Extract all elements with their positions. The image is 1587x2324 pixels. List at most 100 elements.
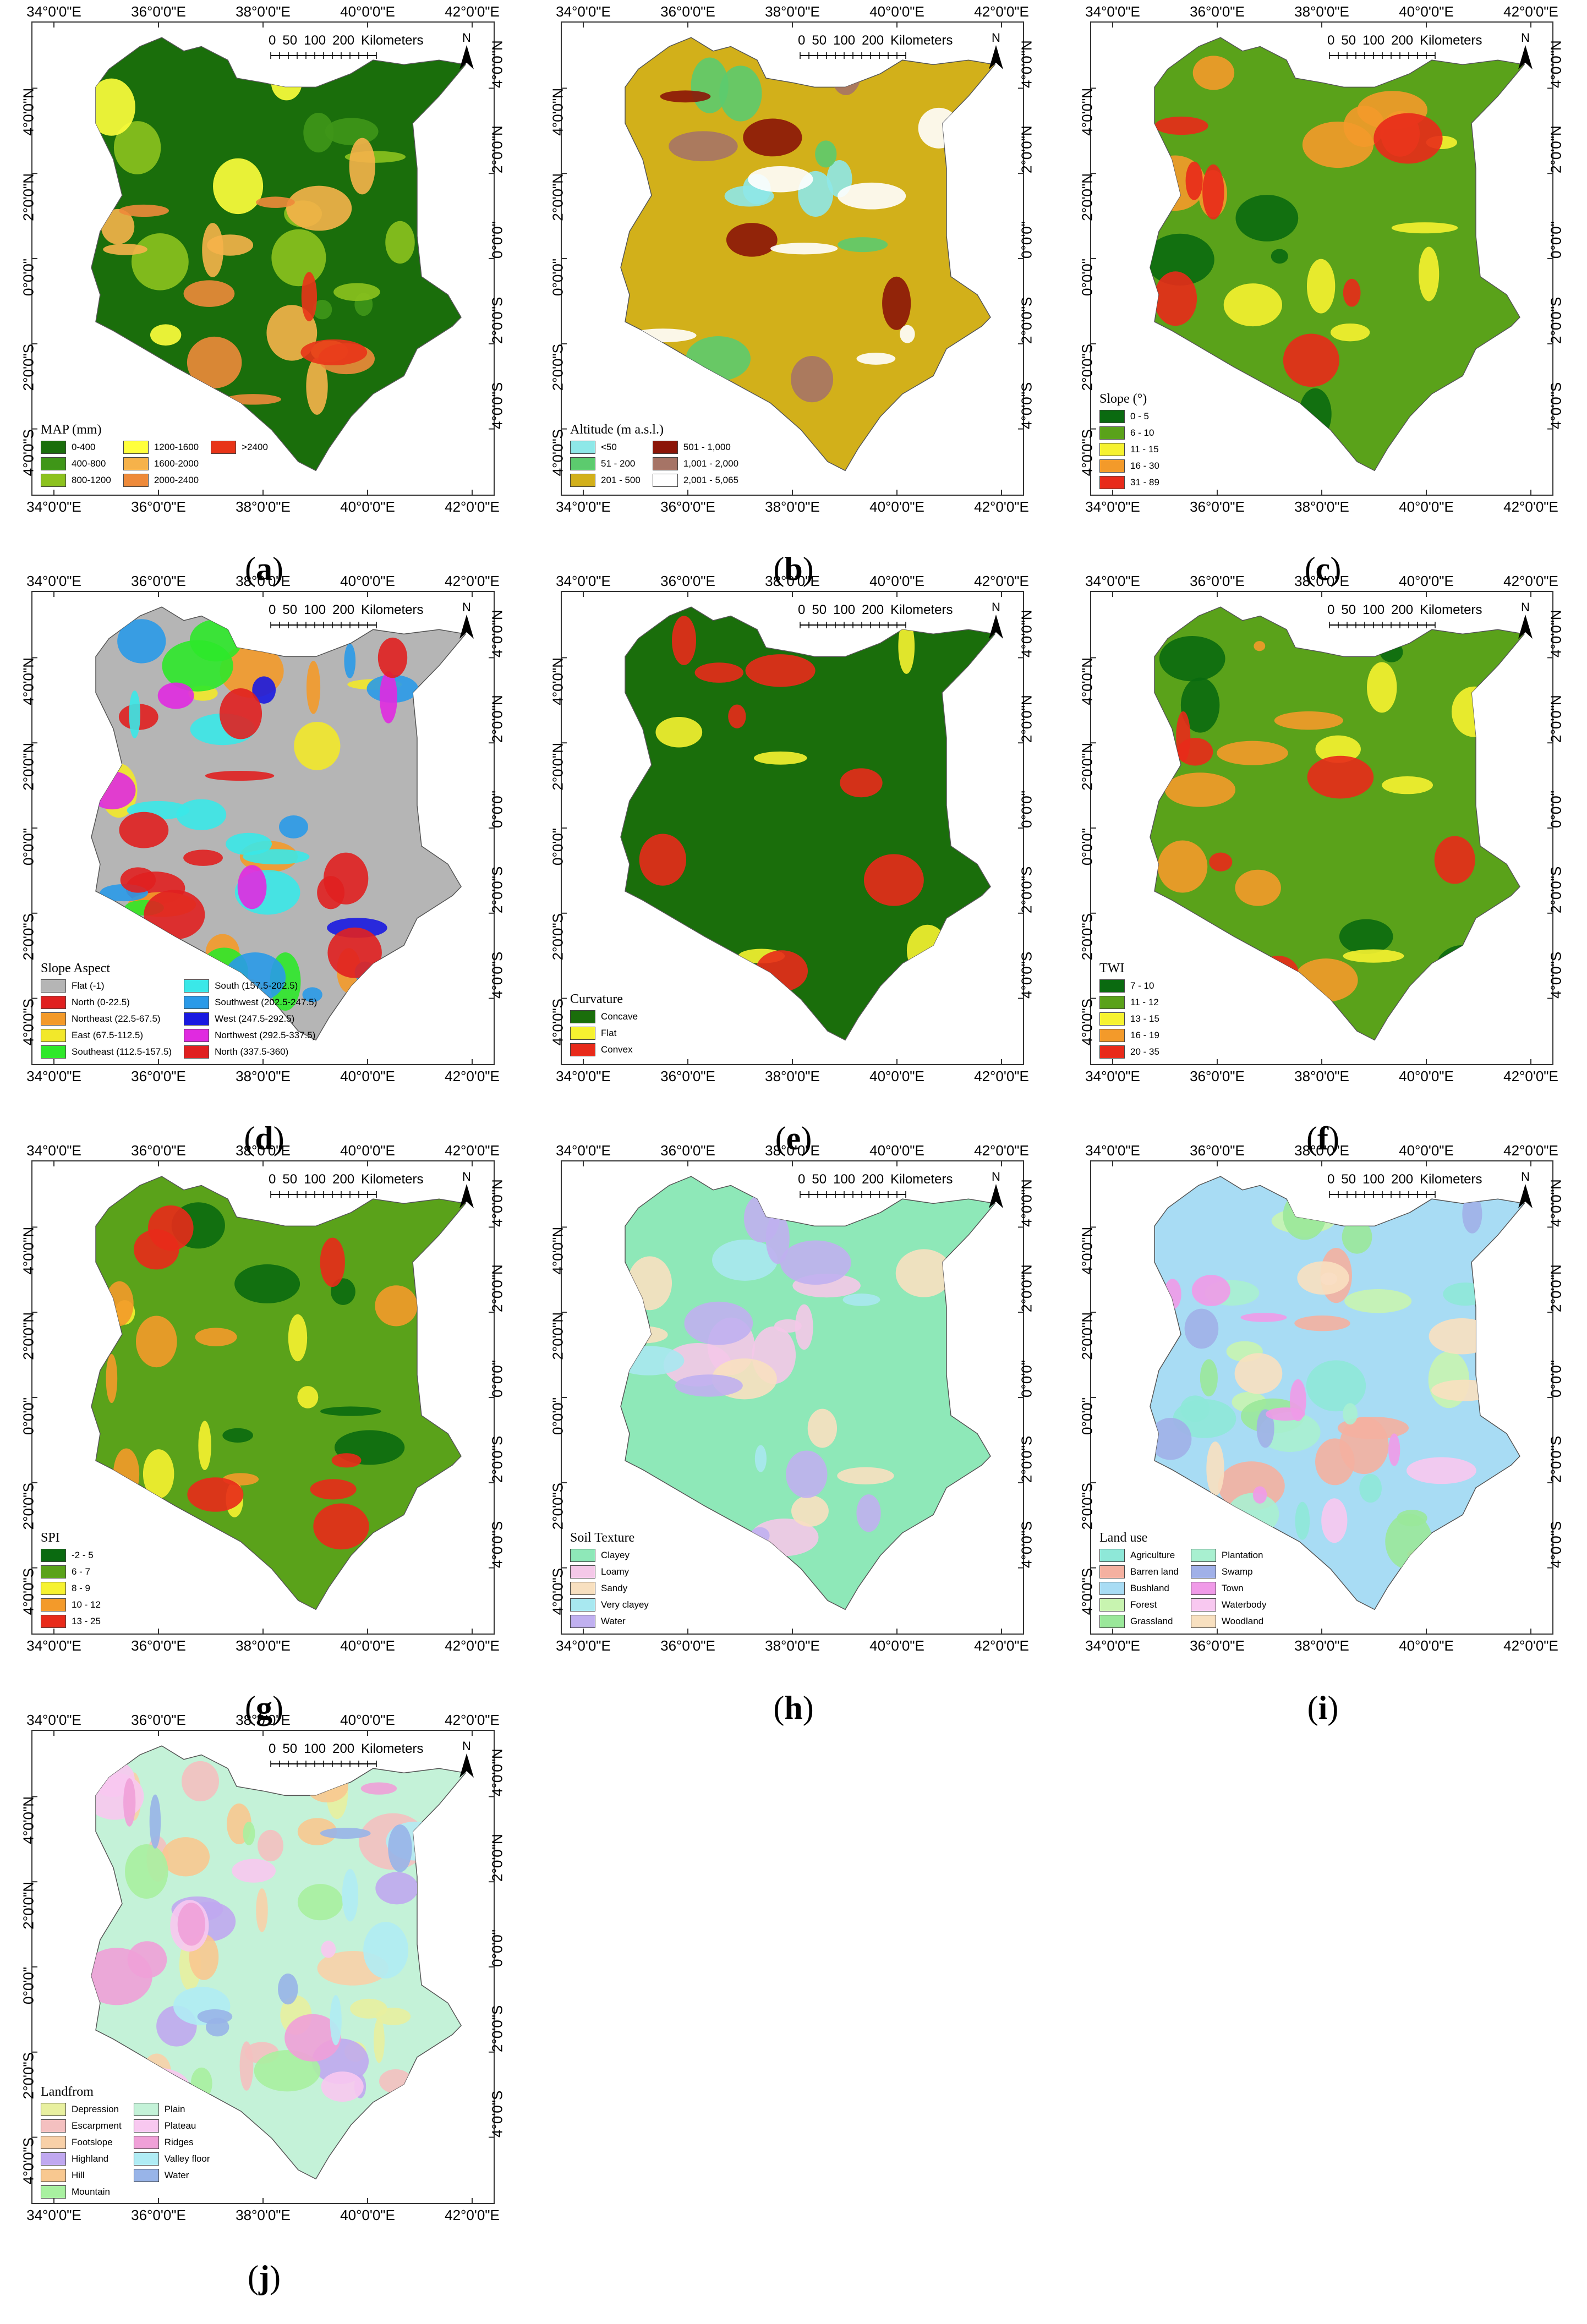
latitude-label: 2°0'0"S [1018, 866, 1035, 913]
class-patch [162, 640, 233, 692]
legend-swatch [41, 1012, 66, 1026]
latitude-label: 0°0'0" [489, 791, 506, 828]
legend-swatch [1099, 426, 1125, 440]
legend-swatch [41, 1598, 66, 1612]
class-patch [225, 394, 281, 405]
legend-swatch [1190, 1549, 1216, 1562]
map-frame [1090, 1160, 1553, 1635]
scale-ruler [270, 1191, 377, 1198]
legend-swatch [184, 1029, 210, 1042]
latitude-label: 2°0'0"S [1547, 866, 1564, 913]
legend-label: Valley floor [164, 2153, 210, 2164]
legend-item: 11 - 15 [1099, 443, 1159, 456]
class-patch [1299, 388, 1332, 440]
longitude-label: 36°0'0"E [131, 1068, 186, 1084]
longitude-label: 36°0'0"E [1190, 1637, 1245, 1654]
legend-label: 10 - 12 [72, 1599, 101, 1610]
class-patches [91, 65, 419, 430]
legend-swatch [1099, 1565, 1125, 1578]
scale-bar: 0 50 100 200 Kilometers [1327, 602, 1489, 633]
class-patch [1367, 662, 1397, 713]
scale-value: 0 [798, 602, 806, 617]
latitude-label: 4°0'0"N [1079, 1227, 1096, 1275]
latitude-label: 0°0'0" [20, 828, 37, 865]
scale-value: 0 [798, 33, 806, 48]
class-patch [294, 721, 341, 770]
scale-unit: Kilometers [361, 1172, 424, 1187]
panel-caption: (b) [773, 551, 814, 587]
latitude-label: 0°0'0" [489, 221, 506, 259]
latitude-label: 4°0'0"S [1079, 429, 1096, 476]
latitude-label: 2°0'0"S [1018, 1435, 1035, 1483]
class-patch [1344, 1289, 1412, 1313]
longitude-label: 40°0'0"E [869, 498, 924, 515]
latitude-label: 4°0'0"N [20, 1227, 37, 1275]
map-panel-j: 34°0'0"E 34°0'0"E 36°0'0"E 36°0'0"E 38°0'0"E… [0, 1708, 528, 2295]
north-arrow-icon: N [456, 600, 478, 642]
map-panel-g: 34°0'0"E 34°0'0"E 36°0'0"E 36°0'0"E 38°0'0"E… [0, 1139, 528, 1726]
north-arrow-icon: N [1514, 31, 1536, 73]
legend-label: Grassland [1130, 1616, 1173, 1626]
latitude-label: 4°0'0"S [1018, 1521, 1035, 1568]
latitude-label: 4°0'0"N [549, 88, 566, 136]
latitude-label: 4°0'0"N [549, 1227, 566, 1275]
class-patch [350, 1998, 387, 2019]
map-legend: Soil Texture Clayey Loamy Sandy Very clayey W… [570, 1531, 649, 1628]
panel-caption: (h) [773, 1690, 814, 1726]
map-panel-b: 34°0'0"E 34°0'0"E 36°0'0"E 36°0'0"E 38°0'0"E… [529, 0, 1058, 587]
legend-label: Northeast (22.5-67.5) [72, 1013, 161, 1024]
legend-item: Clayey [570, 1549, 649, 1562]
north-arrow-icon: N [456, 31, 478, 73]
latitude-label: 2°0'0"N [1079, 173, 1096, 221]
class-patch [791, 355, 834, 403]
legend-item: Forest [1099, 1598, 1179, 1612]
class-patch [745, 654, 816, 687]
scale-value: 50 [282, 1172, 298, 1187]
latitude-label: 0°0'0" [489, 1930, 506, 1967]
class-patches [91, 619, 419, 1022]
scale-value: 100 [304, 1172, 326, 1187]
latitude-label: 0°0'0" [1079, 259, 1096, 296]
scale-value: 100 [304, 33, 326, 48]
legend-label: 13 - 25 [72, 1616, 101, 1626]
legend-item: 0 - 5 [1099, 410, 1159, 423]
scale-value: 200 [1391, 1172, 1414, 1187]
legend-swatch [41, 441, 66, 454]
class-patch [313, 1503, 369, 1550]
class-patch [234, 1264, 300, 1303]
legend-swatch [133, 2169, 159, 2182]
legend-item: 31 - 89 [1099, 476, 1159, 489]
legend-label: Southeast (112.5-157.5) [72, 1046, 172, 1057]
legend-label: Southwest (202.5-247.5) [215, 997, 318, 1007]
class-patch [1191, 1275, 1230, 1306]
class-patch [1209, 852, 1233, 872]
longitude-label: 42°0'0"E [445, 573, 500, 589]
scale-value: 50 [282, 33, 298, 48]
latitude-label: 2°0'0"S [489, 2005, 506, 2052]
legend-swatch [41, 2169, 66, 2182]
longitude-label: 38°0'0"E [1294, 1637, 1349, 1654]
longitude-label: 36°0'0"E [131, 498, 186, 515]
latitude-label: 0°0'0" [20, 1967, 37, 2004]
latitude-label: 0°0'0" [1547, 221, 1564, 259]
class-patch [187, 1477, 244, 1512]
legend-item: Barren land [1099, 1565, 1179, 1578]
legend-swatch [41, 2136, 66, 2149]
latitude-label: 2°0'0"S [1079, 343, 1096, 391]
scale-value: 50 [282, 602, 298, 617]
legend-title: TWI [1099, 961, 1125, 975]
class-patch [1159, 635, 1225, 682]
class-patch [1391, 222, 1458, 234]
legend-label: 201 - 500 [601, 475, 641, 485]
legend-swatch [570, 441, 595, 454]
map-panel-h: 34°0'0"E 34°0'0"E 36°0'0"E 36°0'0"E 38°0'0"E… [529, 1139, 1058, 1726]
class-patch [342, 1869, 359, 1922]
map-frame [31, 1160, 495, 1635]
legend-label: 13 - 15 [1130, 1013, 1159, 1024]
legend-swatch [1099, 1582, 1125, 1595]
longitude-label: 36°0'0"E [660, 1142, 715, 1159]
legend-title: Soil Texture [570, 1531, 635, 1545]
class-patch [243, 1821, 255, 1846]
map-panel-f: 34°0'0"E 34°0'0"E 36°0'0"E 36°0'0"E 38°0'0"E… [1059, 569, 1587, 1156]
class-patch [691, 57, 729, 113]
